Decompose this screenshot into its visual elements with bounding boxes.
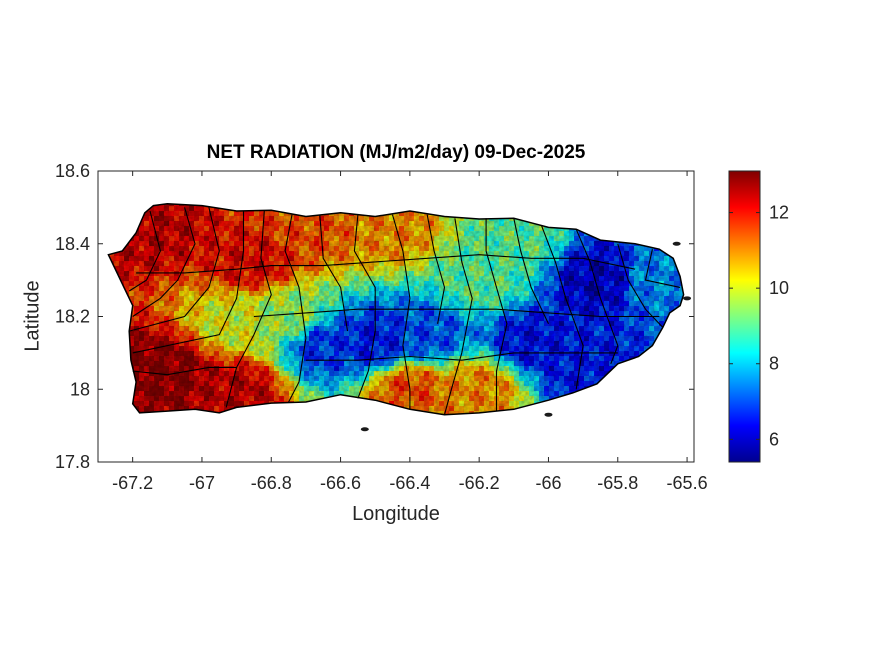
x-axis-label: Longitude [352, 503, 440, 525]
chart-title: NET RADIATION (MJ/m2/day) 09-Dec-2025 [206, 142, 586, 163]
